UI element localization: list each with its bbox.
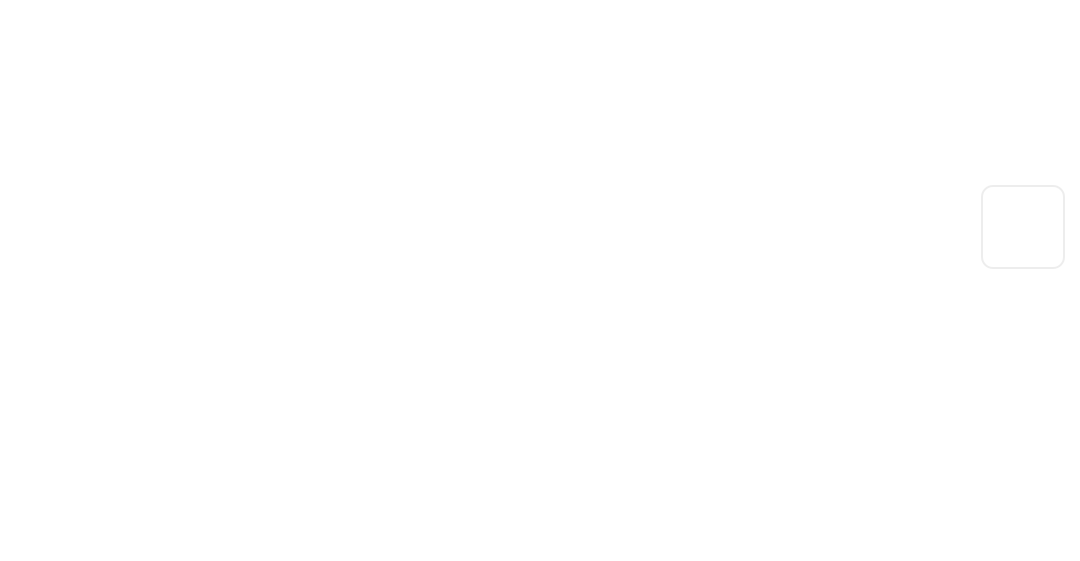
figure-caption [0,520,1080,543]
chart-svg [140,85,970,485]
tolerance-chart [140,85,970,485]
watermark-icon [981,185,1065,269]
